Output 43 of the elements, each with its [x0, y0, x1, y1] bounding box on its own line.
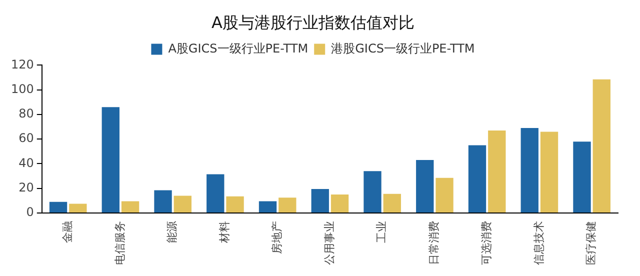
bar: [383, 194, 401, 212]
x-tick-label: 可选消费: [480, 221, 493, 265]
bar: [468, 145, 486, 212]
bar: [174, 196, 192, 212]
bar: [540, 132, 558, 212]
legend-label: A股GICS一级行业PE-TTM: [168, 41, 308, 56]
bar: [102, 107, 120, 212]
y-tick-label: 100: [11, 82, 34, 96]
x-tick-label: 房地产: [270, 221, 284, 254]
x-tick-label: 电信服务: [113, 221, 126, 265]
bar: [49, 202, 68, 212]
bar: [592, 79, 610, 212]
bar: [416, 160, 434, 212]
bar: [488, 130, 506, 212]
bar: [330, 194, 349, 212]
x-tick-label: 医疗保健: [584, 221, 598, 265]
x-tick-label: 公用事业: [322, 221, 336, 265]
x-tick-label: 信息技术: [532, 221, 546, 265]
x-tick-label: 金融: [60, 221, 74, 243]
bar: [311, 188, 329, 212]
bar: [520, 128, 538, 212]
bar: [573, 142, 591, 212]
y-tick-label: 60: [18, 131, 34, 146]
bar: [278, 198, 296, 212]
x-tick-label: 材料: [218, 221, 232, 244]
bar: [154, 190, 172, 212]
y-tick-label: 120: [11, 57, 34, 72]
bar: [121, 201, 140, 212]
bar: [436, 178, 454, 212]
y-tick-label: 20: [18, 180, 34, 194]
legend-label: 港股GICS一级行业PE-TTM: [331, 41, 475, 56]
x-tick-label: 日常消费: [428, 221, 441, 265]
y-tick-label: 80: [18, 106, 34, 121]
bar: [364, 171, 382, 212]
x-tick-label: 能源: [166, 221, 179, 243]
bar: [258, 201, 277, 212]
bar: [226, 196, 244, 212]
chart-title: A股与港股行业指数估值对比: [212, 12, 414, 32]
bar: [206, 174, 224, 212]
x-tick-label: 工业: [375, 221, 388, 243]
y-tick-label: 0: [26, 205, 34, 220]
y-tick-label: 40: [18, 156, 34, 170]
bar: [69, 204, 87, 212]
